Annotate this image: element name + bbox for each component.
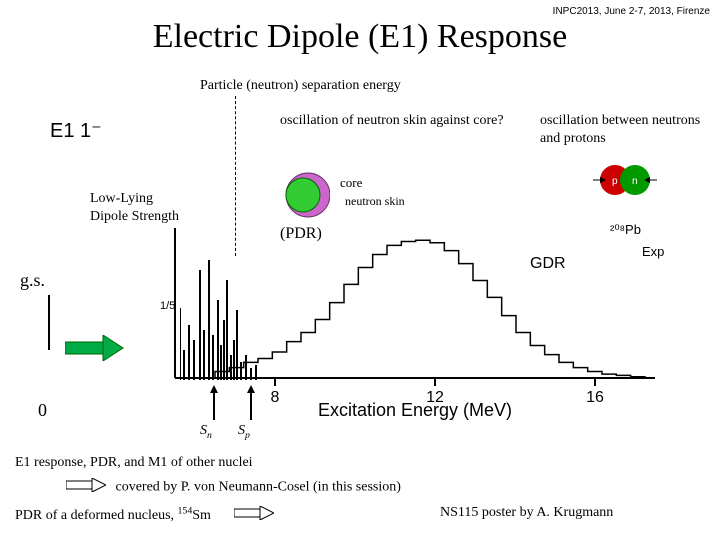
sp-arrow [244, 385, 258, 425]
oscillation-skin-text: oscillation of neutron skin against core… [280, 112, 504, 130]
core-skin-diagram [280, 170, 330, 225]
page-title: Electric Dipole (E1) Response [0, 18, 720, 56]
svg-text:8: 8 [271, 389, 280, 406]
ground-state-label: g.s. [20, 270, 45, 291]
hollow-arrow-icon [66, 478, 106, 497]
svg-text:16: 16 [586, 389, 604, 406]
x-axis-label: Excitation Energy (MeV) [318, 400, 512, 420]
oscillation-np-text: oscillation between neutrons and protons [540, 112, 720, 148]
footer-line-1: E1 response, PDR, and M1 of other nuclei [15, 455, 253, 471]
footer-line-3: PDR of a deformed nucleus, 154Sm [15, 505, 280, 525]
sp-label: Sp [238, 423, 250, 441]
sn-label: Sn [200, 423, 212, 441]
neutron-skin-label: neutron skin [345, 194, 405, 209]
separation-energy-label: Particle (neutron) separation energy [200, 78, 401, 94]
e1-state-label: E1 1⁻ [50, 118, 102, 143]
sn-arrow [207, 385, 221, 425]
hollow-arrow-icon [234, 506, 274, 525]
proton-neutron-diagram: p n [590, 160, 660, 205]
green-arrow-icon [65, 335, 125, 366]
conference-note: INPC2013, June 2-7, 2013, Firenze [553, 6, 710, 17]
footer-line-2: covered by P. von Neumann-Cosel (in this… [60, 478, 401, 497]
svg-text:p: p [612, 176, 618, 187]
excitation-chart: 81216 Excitation Energy (MeV) [155, 218, 675, 433]
zero-label: 0 [38, 400, 47, 421]
core-label: core [340, 175, 362, 191]
gs-bar [48, 295, 50, 350]
svg-text:n: n [632, 176, 638, 187]
footer-line-4: NS115 poster by A. Krugmann [440, 505, 613, 521]
